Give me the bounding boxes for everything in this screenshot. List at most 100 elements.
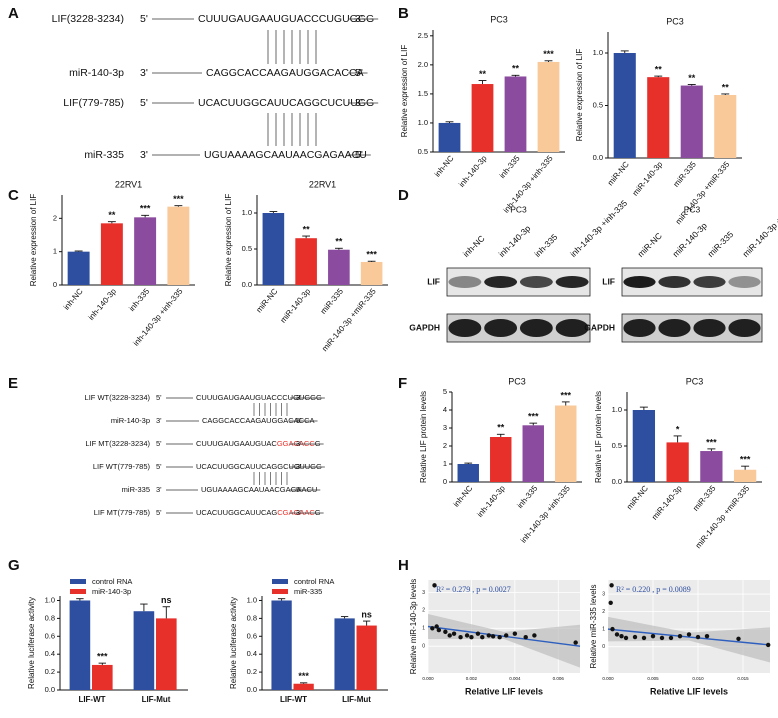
x-tick-label: 0.004 — [509, 676, 521, 681]
y-tick-label: 2 — [422, 608, 425, 614]
panel-letter: D — [398, 187, 409, 204]
sequence-part: CGAGAAC — [277, 508, 315, 517]
significance-label: ns — [361, 609, 372, 619]
blot-band — [519, 276, 553, 288]
y-tick-label: 0.5 — [242, 244, 252, 253]
y-tick-label: 0.4 — [247, 649, 257, 658]
bar — [680, 85, 703, 158]
sequence-part: CUUUGAUGAAUGUACCCUGUGGG — [196, 393, 322, 402]
legend-swatch — [272, 589, 288, 594]
legend-label: miR-335 — [294, 587, 322, 596]
y-axis-label: Relative expression of LIF — [224, 194, 233, 287]
y-tick-label: 0.8 — [45, 613, 55, 622]
point — [736, 636, 741, 641]
point — [766, 642, 771, 648]
bar — [457, 464, 479, 482]
bar — [100, 223, 123, 285]
bar — [522, 425, 544, 482]
bar — [295, 238, 317, 285]
point — [430, 626, 435, 631]
significance-label: *** — [298, 671, 309, 681]
annotation: R² = 0.220 , p = 0.0089 — [616, 585, 691, 594]
y-tick-label: 2 — [53, 213, 57, 222]
significance-label: *** — [173, 194, 184, 204]
point — [436, 627, 442, 633]
sequence-name: miR-335 — [122, 485, 150, 494]
significance-label: *** — [706, 437, 717, 447]
x-axis-label: Relative LIF levels — [650, 686, 728, 696]
sequence: UCACUUGGCAUUCAGGCUCUUGG — [198, 97, 374, 109]
y-tick-label: 0 — [422, 644, 425, 650]
significance-label: ** — [512, 64, 520, 74]
bar — [156, 618, 177, 690]
point — [480, 635, 485, 640]
blot-band — [484, 319, 518, 337]
bar — [438, 122, 461, 152]
bar — [647, 77, 670, 158]
blot-band — [448, 276, 482, 288]
point — [608, 600, 613, 606]
bar — [328, 249, 350, 285]
y-axis-label: Relative luciferase activity — [27, 597, 36, 689]
blot-band — [623, 276, 656, 288]
y-tick-label: 0.0 — [612, 477, 622, 486]
blot-band — [448, 319, 482, 337]
y-tick-label: 0.0 — [242, 280, 252, 289]
sequence: UGUAAAAGCAAUAACGAGAACU — [204, 149, 367, 161]
point — [677, 633, 683, 639]
bar — [334, 618, 355, 690]
bar — [504, 76, 527, 152]
point — [447, 633, 452, 638]
point — [614, 632, 620, 637]
bar — [92, 664, 113, 690]
blot-band — [555, 319, 589, 337]
chart-title: 22RV1 — [115, 179, 142, 189]
x-tick-label: LIF-WT — [280, 695, 307, 704]
sequence-end: 3' — [156, 416, 162, 425]
point — [532, 633, 537, 638]
sequence-name: LIF WT(779-785) — [93, 462, 151, 471]
y-tick-label: 5 — [443, 387, 447, 396]
annotation: R² = 0.279 , p = 0.0027 — [436, 585, 511, 594]
significance-label: ** — [497, 423, 505, 433]
sequence: CUUUGAUGAAUGUACCCUGUGGG — [198, 13, 374, 25]
y-tick-label: 0.6 — [45, 631, 55, 640]
sequence-end: 3' — [296, 439, 302, 448]
fit-line — [607, 628, 771, 646]
blot-band — [658, 319, 691, 337]
sequence-part: GGACACC — [277, 439, 316, 448]
y-tick-label: 4 — [443, 405, 447, 414]
chart-title: PC3 — [508, 376, 526, 386]
confidence-band — [608, 616, 770, 663]
significance-label: ** — [655, 64, 663, 74]
y-tick-label: 1 — [422, 626, 425, 632]
point — [490, 634, 496, 639]
x-tick-label: 0.000 — [602, 676, 614, 681]
significance-label: *** — [97, 652, 108, 662]
y-axis-label: Relative expression of LIF — [575, 49, 584, 142]
sequence-part: G — [315, 508, 321, 517]
fit-line — [427, 625, 581, 647]
sequence-end: 3' — [355, 13, 363, 25]
blot-band — [555, 276, 589, 288]
point — [704, 633, 710, 639]
y-tick-label: 0.6 — [247, 631, 257, 640]
bar — [537, 61, 560, 153]
sequence-name: LIF(779-785) — [63, 97, 124, 109]
sequence-part: UGUAAAAGCAAUAACGAGAACU — [201, 485, 317, 494]
blot-band — [693, 319, 726, 337]
blot-band — [728, 276, 761, 288]
panel-letter: A — [8, 5, 19, 22]
y-axis-label: Relative LIF protein levels — [419, 391, 428, 483]
blot-row-label: LIF — [427, 276, 440, 286]
y-tick-label: 0.4 — [45, 649, 55, 658]
x-tick-label: 0.002 — [466, 676, 478, 681]
y-tick-label: 3 — [422, 590, 425, 596]
panel-letter: E — [8, 375, 18, 392]
bar — [167, 206, 190, 285]
point — [434, 624, 439, 629]
blot-row-label: LIF — [602, 276, 615, 286]
x-tick-label: 0.005 — [647, 676, 659, 681]
bar — [356, 625, 377, 690]
